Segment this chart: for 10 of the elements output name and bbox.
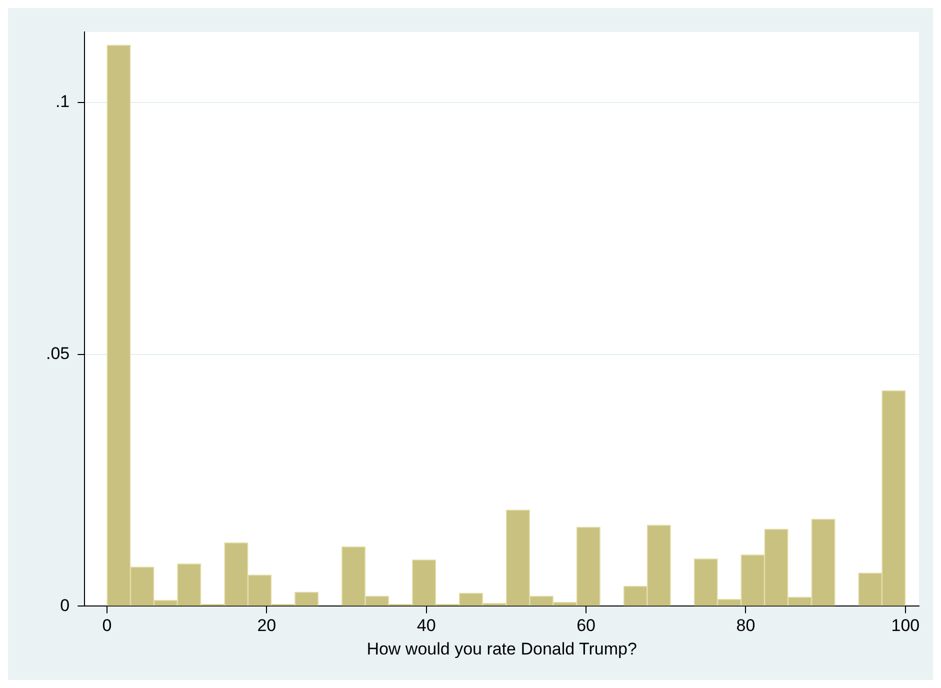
y-tick-label: .1	[55, 92, 70, 112]
y-tick-label: .05	[46, 344, 70, 364]
x-tick-label: 0	[102, 616, 112, 636]
y-tick-label: 0	[60, 596, 70, 615]
x-tick-label: 20	[257, 616, 276, 636]
x-tick-label: 100	[891, 616, 920, 636]
x-axis-title: How would you rate Donald Trump?	[366, 639, 637, 658]
x-tick-label: 40	[416, 616, 436, 636]
x-tick-label: 60	[576, 616, 596, 636]
x-tick-label: 80	[736, 616, 756, 636]
